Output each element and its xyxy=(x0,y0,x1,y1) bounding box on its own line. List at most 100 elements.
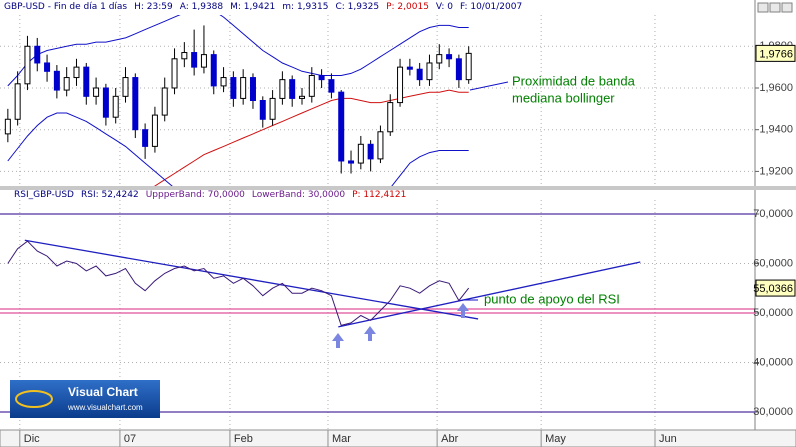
minimize-button[interactable] xyxy=(757,2,769,13)
x-tick-label: Jun xyxy=(659,433,677,445)
candle-body xyxy=(34,45,41,64)
y-tick-label: 70,0000 xyxy=(753,208,793,220)
candle-body xyxy=(44,62,51,72)
logo-box xyxy=(10,380,160,418)
x-tick-label: Mar xyxy=(332,433,351,445)
candle-body xyxy=(24,45,31,85)
y-axis-panel xyxy=(755,0,796,447)
header-item: m: 1,9315 xyxy=(282,2,329,12)
candle-body xyxy=(357,143,364,164)
band-line xyxy=(7,15,469,87)
x-tick-label: Dic xyxy=(24,433,40,445)
candle-body xyxy=(4,118,11,135)
candle-body xyxy=(328,79,335,93)
candle-body xyxy=(348,160,355,164)
candle-body xyxy=(132,77,139,131)
price-panel xyxy=(0,15,755,186)
candle-body xyxy=(416,68,423,81)
current-value-box xyxy=(755,279,796,297)
logo-title: Visual Chart xyxy=(68,385,138,399)
candle-body xyxy=(289,79,296,99)
candle-body xyxy=(436,54,443,64)
header-item: RSI_GBP-USD xyxy=(14,190,74,200)
y-tick-label: 1,9200 xyxy=(759,165,793,177)
header-item: LowerBand: 30,0000 xyxy=(251,190,346,200)
rsi-header: RSI_GBP-USD RSI: 52,4242 UppperBand: 70,… xyxy=(14,190,406,200)
candle-body xyxy=(249,77,256,101)
candle-body xyxy=(210,54,217,87)
candle-body xyxy=(191,52,198,68)
arrow xyxy=(332,333,344,348)
candle-body xyxy=(397,66,404,104)
x-tick-label: May xyxy=(545,433,566,445)
candle-body xyxy=(83,66,90,97)
candle-body xyxy=(338,91,345,162)
candle-body xyxy=(151,114,158,147)
candle-body xyxy=(14,83,21,120)
candle-body xyxy=(112,95,119,118)
candle-body xyxy=(279,79,286,99)
candle-body xyxy=(455,58,462,81)
logo-url: www.visualchart.com xyxy=(67,403,143,412)
candle-body xyxy=(181,52,188,60)
header-item: GBP-USD - Fin de día 1 días xyxy=(4,2,128,12)
candle-body xyxy=(53,70,60,91)
close-button[interactable] xyxy=(781,2,793,13)
candle-body xyxy=(73,66,80,79)
candle-body xyxy=(426,62,433,81)
candle-body xyxy=(299,95,305,99)
candle-body xyxy=(122,77,129,97)
candle-body xyxy=(161,87,168,116)
candle-body xyxy=(406,66,413,70)
y-tick-label: 40,0000 xyxy=(753,356,793,368)
price-header: GBP-USD - Fin de día 1 días H: 23:59 A: … xyxy=(4,2,522,12)
candle-body xyxy=(200,54,207,68)
header-item: RSI: 52,4242 xyxy=(80,190,139,200)
header-item: P: 2,0015 xyxy=(386,2,429,12)
trend-line xyxy=(24,239,479,320)
header-item: H: 23:59 xyxy=(134,2,173,12)
window-buttons[interactable] xyxy=(757,2,793,13)
y-tick-label: 30,0000 xyxy=(753,406,793,418)
axes: 1,92001,94001,96001,980030,000040,000050… xyxy=(19,40,796,447)
x-tick-label: Feb xyxy=(234,433,253,445)
current-value-label: 1,9766 xyxy=(759,48,793,60)
annotation: Proximidad de banda xyxy=(512,73,636,88)
candle-body xyxy=(63,77,70,91)
y-tick-label: 1,9400 xyxy=(759,124,793,136)
y-tick-label: 1,9600 xyxy=(759,82,793,94)
candle-body xyxy=(102,87,109,118)
band-line xyxy=(153,89,469,186)
arrow xyxy=(364,326,376,341)
candle-body xyxy=(367,143,374,160)
logo: Visual Chart www.visualchart.com xyxy=(10,380,160,418)
candle-body xyxy=(240,77,247,99)
current-value-box xyxy=(755,44,796,62)
arrow xyxy=(457,303,469,318)
panel-separator xyxy=(0,186,796,190)
candle-body xyxy=(93,87,100,97)
header-item: F: 10/01/2007 xyxy=(459,2,523,12)
x-tick-label: Abr xyxy=(441,433,458,445)
trend-line xyxy=(338,261,641,328)
candle-body xyxy=(171,58,178,89)
logo-swoosh xyxy=(15,390,53,408)
x-axis-panel xyxy=(0,429,796,447)
header-item: V: 0 xyxy=(435,2,453,12)
candle-body xyxy=(142,129,149,147)
annotation-pointer xyxy=(469,81,509,91)
candle-body xyxy=(387,102,394,133)
candle-body xyxy=(259,100,266,120)
header-item: P: 112,4121 xyxy=(352,190,407,200)
current-value-label: 55,0366 xyxy=(753,283,793,295)
candle-body xyxy=(220,77,227,87)
annotation: mediana bollinger xyxy=(512,90,615,105)
y-tick-label: 60,0000 xyxy=(753,257,793,269)
y-tick-label: 50,0000 xyxy=(753,307,793,319)
maximize-button[interactable] xyxy=(769,2,781,13)
header-item: M: 1,9421 xyxy=(230,2,276,12)
candle-body xyxy=(318,74,325,81)
x-tick-label: 07 xyxy=(124,433,136,445)
